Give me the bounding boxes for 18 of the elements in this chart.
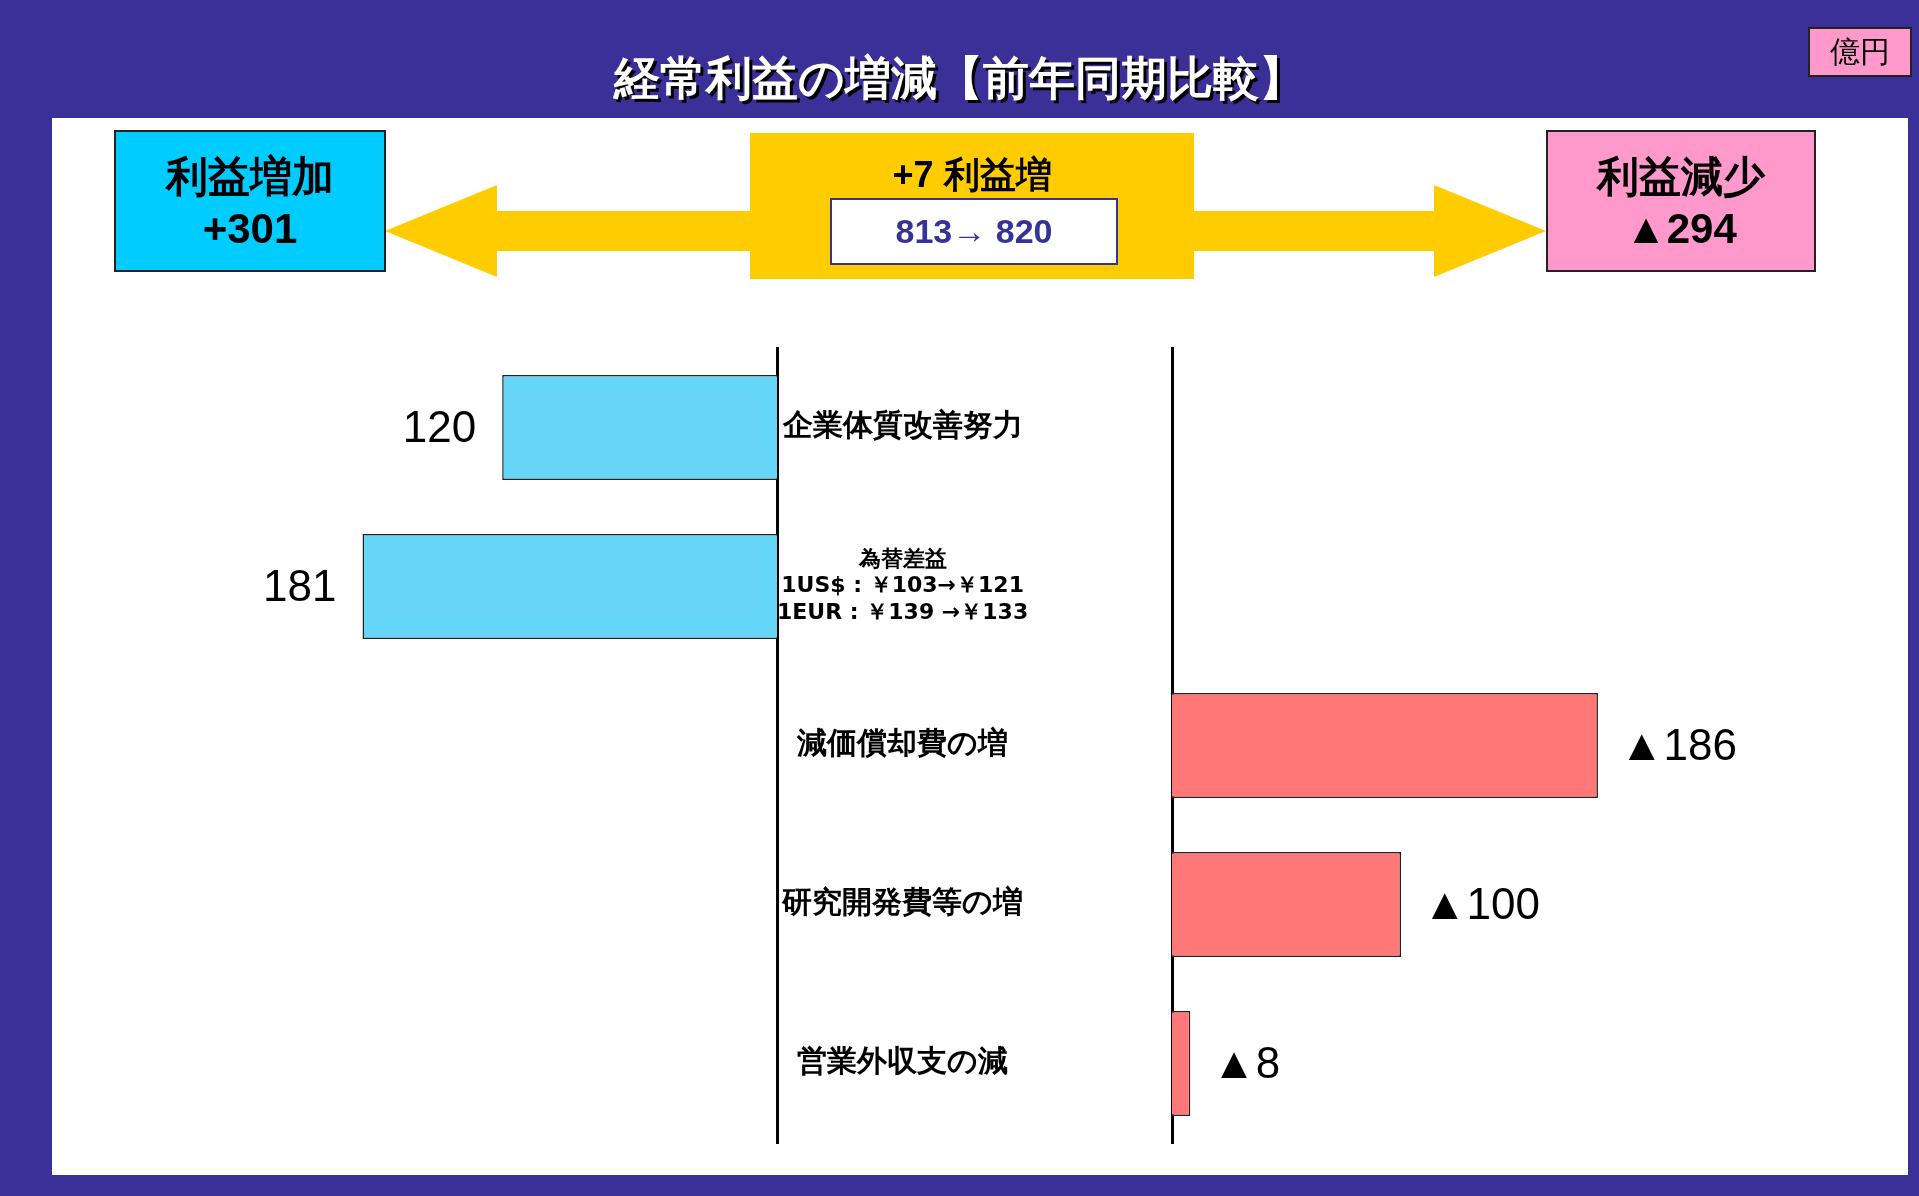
y-tick-label: 企業体質改善努力 bbox=[781, 407, 1023, 443]
text: +7 利益増 bbox=[892, 153, 1052, 197]
y-tick-label: 営業外収支の減 bbox=[797, 1043, 1009, 1079]
text: ▲294 bbox=[1625, 205, 1737, 253]
text: 利益減少 bbox=[1597, 152, 1765, 202]
data-label: 120 bbox=[402, 401, 477, 451]
y-tick-label: 減価償却費の増 bbox=[796, 725, 1009, 761]
text: 億円 bbox=[1830, 33, 1890, 70]
text: 利益増加 bbox=[166, 152, 334, 202]
data-label: 181 bbox=[263, 560, 337, 610]
text: 経常利益の増減【前年同期比較】 bbox=[614, 52, 1305, 104]
y-tick-label: 研究開発費等の増 bbox=[781, 884, 1024, 920]
text: +301 bbox=[202, 205, 298, 253]
data-label: ▲8 bbox=[1212, 1037, 1281, 1087]
data-label: ▲186 bbox=[1619, 719, 1737, 769]
text: 813→ 820 bbox=[895, 212, 1053, 251]
y-tick-label: 為替差益 1US$ : ￥103→￥121 1EUR : ￥139 →￥133 bbox=[777, 545, 1029, 624]
data-label: ▲100 bbox=[1423, 878, 1540, 928]
